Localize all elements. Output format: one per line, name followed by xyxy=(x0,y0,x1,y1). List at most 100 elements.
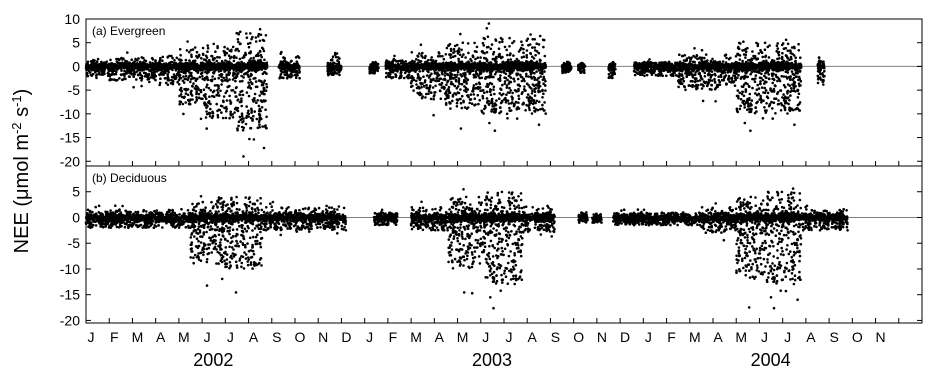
data-point xyxy=(236,106,240,110)
data-point xyxy=(398,76,401,80)
data-point xyxy=(542,77,546,80)
data-point xyxy=(424,67,427,71)
data-point xyxy=(476,64,479,67)
data-point xyxy=(139,69,143,72)
data-point xyxy=(531,62,534,66)
data-point xyxy=(189,80,192,84)
data-point xyxy=(213,84,217,87)
data-point xyxy=(189,91,193,94)
data-point xyxy=(195,98,199,101)
data-point xyxy=(329,58,333,62)
data-point xyxy=(456,64,460,68)
data-point xyxy=(400,61,403,64)
data-point xyxy=(448,74,452,78)
data-point xyxy=(498,70,502,73)
data-point xyxy=(195,92,198,96)
data-point xyxy=(242,120,245,123)
data-point xyxy=(247,94,251,98)
data-point xyxy=(485,85,488,88)
data-point xyxy=(509,61,512,65)
data-point xyxy=(135,78,138,81)
data-point xyxy=(509,80,513,84)
data-point xyxy=(479,72,483,75)
data-point xyxy=(224,66,227,69)
data-point xyxy=(189,98,192,102)
data-point xyxy=(94,62,97,65)
data-point xyxy=(509,58,513,61)
data-point xyxy=(247,81,250,84)
data-point xyxy=(116,65,120,68)
data-point xyxy=(481,64,485,67)
data-point xyxy=(247,115,250,118)
data-point xyxy=(450,60,453,64)
data-point xyxy=(464,73,467,77)
data-point xyxy=(446,64,450,67)
data-point xyxy=(113,78,116,81)
data-point xyxy=(260,55,264,59)
data-point xyxy=(510,101,514,104)
data-point xyxy=(147,77,151,81)
data-point xyxy=(485,69,489,73)
data-point xyxy=(119,57,123,60)
data-point xyxy=(384,75,388,79)
data-point xyxy=(512,77,515,80)
data-point xyxy=(145,67,149,71)
data-point xyxy=(529,72,533,76)
data-point xyxy=(491,102,494,105)
data-point xyxy=(511,98,514,101)
data-point xyxy=(543,101,546,104)
data-point xyxy=(140,84,143,88)
data-point xyxy=(438,89,442,92)
data-point xyxy=(464,87,468,91)
data-point xyxy=(283,73,287,76)
data-point xyxy=(505,93,508,96)
data-point xyxy=(244,53,248,56)
data-point xyxy=(195,90,199,93)
data-point xyxy=(499,87,502,90)
data-point xyxy=(264,124,267,127)
data-point xyxy=(474,57,477,61)
data-point xyxy=(228,49,231,52)
data-point xyxy=(158,83,161,87)
data-point xyxy=(215,93,218,97)
data-point xyxy=(507,69,511,73)
data-point xyxy=(142,71,146,75)
data-point xyxy=(445,83,448,87)
data-point xyxy=(133,71,136,74)
data-point xyxy=(450,65,453,69)
data-point xyxy=(249,116,253,120)
data-point xyxy=(464,79,467,83)
data-point xyxy=(456,99,460,102)
data-point xyxy=(648,58,651,61)
data-point xyxy=(240,97,243,100)
data-point xyxy=(197,92,201,96)
data-point xyxy=(242,63,245,66)
data-point xyxy=(257,79,261,82)
data-point xyxy=(484,77,487,80)
data-point xyxy=(175,76,178,79)
data-point xyxy=(191,64,195,68)
data-point xyxy=(515,57,519,61)
data-point xyxy=(420,65,424,68)
data-point xyxy=(248,84,251,87)
data-point xyxy=(490,43,494,46)
data-point xyxy=(256,99,260,102)
data-point xyxy=(100,61,103,65)
data-point xyxy=(186,88,190,91)
data-point xyxy=(294,66,298,70)
data-point xyxy=(215,84,219,87)
data-point xyxy=(327,63,330,67)
data-point xyxy=(537,123,541,126)
data-point xyxy=(430,72,433,75)
data-point xyxy=(137,57,140,60)
data-point xyxy=(296,74,299,77)
data-point xyxy=(233,72,237,76)
data-point xyxy=(166,56,169,59)
data-point xyxy=(264,126,268,130)
data-point xyxy=(125,60,129,63)
data-point xyxy=(170,75,174,79)
data-point xyxy=(498,40,501,44)
data-point xyxy=(533,110,537,113)
data-point xyxy=(493,111,497,114)
data-point xyxy=(188,71,191,74)
